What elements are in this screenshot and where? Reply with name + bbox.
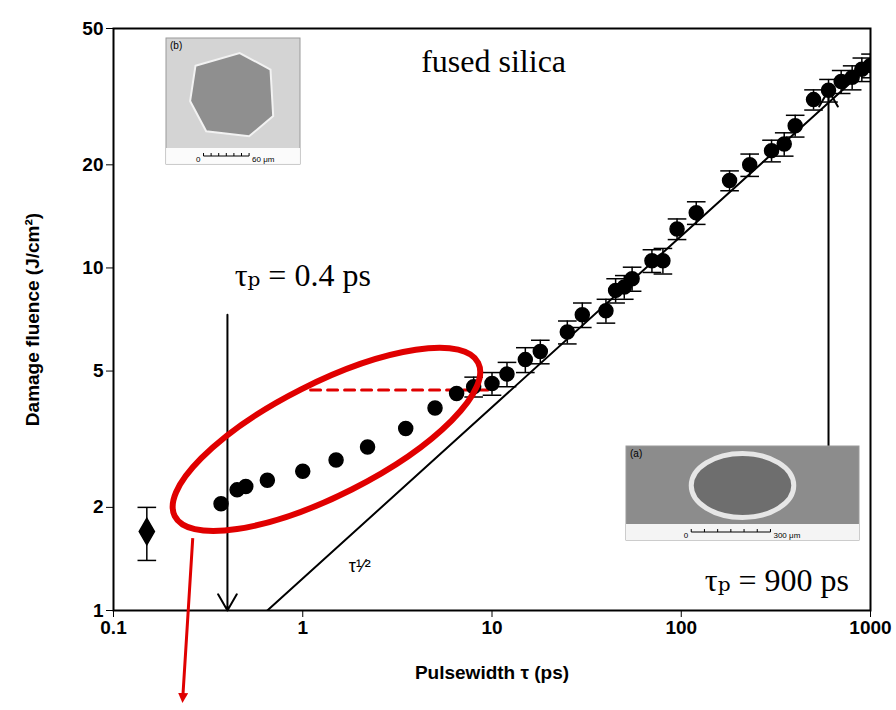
svg-text:τ¹⁄²: τ¹⁄² <box>349 556 371 576</box>
svg-text:300 μm: 300 μm <box>773 531 800 540</box>
svg-text:(a): (a) <box>630 448 642 459</box>
svg-text:τₚ = 900 ps: τₚ = 900 ps <box>705 562 849 598</box>
svg-text:0.1: 0.1 <box>100 617 127 638</box>
svg-text:20: 20 <box>82 154 103 175</box>
svg-text:1: 1 <box>92 599 104 621</box>
svg-text:10: 10 <box>481 617 502 638</box>
svg-text:fused silica: fused silica <box>421 43 566 79</box>
svg-text:(b): (b) <box>170 40 182 51</box>
svg-text:0: 0 <box>196 155 201 164</box>
svg-text:τₚ = 0.4 ps: τₚ = 0.4 ps <box>235 257 371 293</box>
svg-text:1: 1 <box>297 617 308 638</box>
svg-text:10: 10 <box>82 257 103 278</box>
svg-text:0: 0 <box>684 531 689 540</box>
svg-text:5: 5 <box>93 360 104 381</box>
svg-text:60 μm: 60 μm <box>252 155 275 164</box>
svg-text:Pulsewidth τ (ps): Pulsewidth τ (ps) <box>415 662 569 683</box>
svg-text:2: 2 <box>93 496 104 517</box>
svg-text:1000: 1000 <box>849 617 891 638</box>
svg-text:100: 100 <box>665 617 697 638</box>
svg-text:Damage fluence (J/cm²): Damage fluence (J/cm²) <box>22 213 43 426</box>
svg-text:50: 50 <box>82 18 103 39</box>
